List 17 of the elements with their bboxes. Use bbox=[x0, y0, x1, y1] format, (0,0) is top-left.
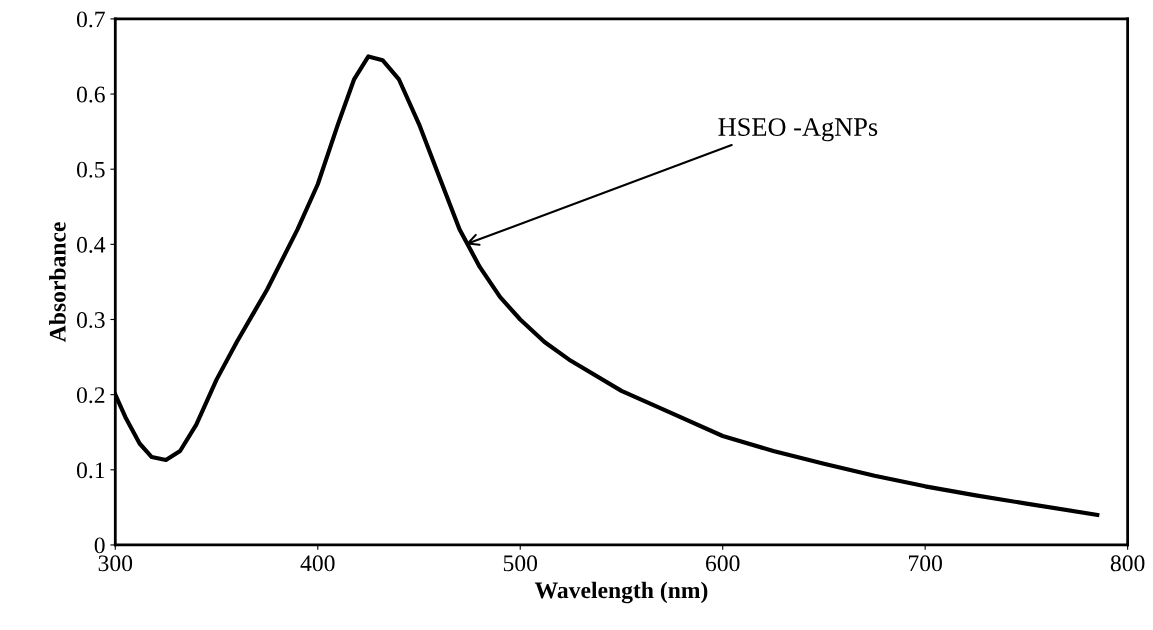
y-axis-title: Absorbance bbox=[49, 222, 66, 343]
x-tick-label: 400 bbox=[300, 555, 335, 572]
x-tick-label: 300 bbox=[98, 555, 133, 572]
x-tick-label: 700 bbox=[909, 555, 942, 572]
x-tick-label: 600 bbox=[706, 555, 740, 572]
y-tick-label: 0 bbox=[94, 537, 105, 554]
y-tick-label: 0.6 bbox=[76, 86, 105, 103]
y-tick-label: 0.3 bbox=[76, 311, 105, 329]
annotation: HSEO -AgNPs bbox=[718, 118, 878, 142]
y-tick-label: 0.5 bbox=[76, 161, 105, 178]
y-tick-label: 0.1 bbox=[76, 462, 105, 479]
y-tick-label: 0.4 bbox=[76, 236, 106, 253]
y-tick-label: 0.2 bbox=[76, 387, 105, 404]
x-tick-label: 500 bbox=[503, 555, 538, 572]
y-tick-label: 0.7 bbox=[76, 11, 105, 28]
x-axis-title: Wavelength (nm) bbox=[534, 581, 708, 604]
x-tick-label: 800 bbox=[1110, 555, 1145, 572]
